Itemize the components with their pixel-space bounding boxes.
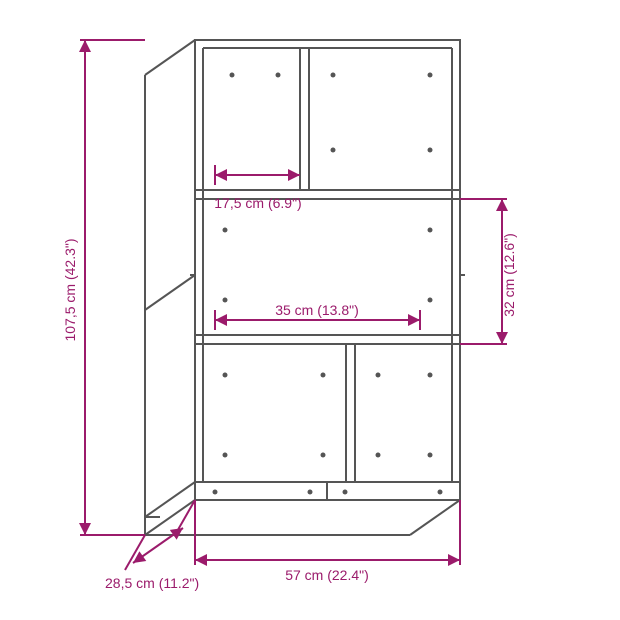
holes <box>213 73 443 495</box>
dim-section-label: 32 cm (12.6") <box>501 233 517 317</box>
dim-inner-small-label: 17,5 cm (6.9") <box>214 195 301 211</box>
dim-height-label: 107,5 cm (42.3") <box>62 238 78 341</box>
front-outline <box>195 40 460 500</box>
dim-width-label: 57 cm (22.4") <box>285 567 369 583</box>
furniture-drawing <box>145 40 465 535</box>
dim-depth-label: 28,5 cm (11.2") <box>105 575 199 591</box>
dim-inner-large-label: 35 cm (13.8") <box>275 302 359 318</box>
depth-bot-right <box>410 500 460 535</box>
dim-depth-ext1 <box>125 535 145 570</box>
depth-mid-notch <box>145 275 195 310</box>
depth-top-left <box>145 40 195 75</box>
dim-depth-ext2 <box>175 500 195 535</box>
